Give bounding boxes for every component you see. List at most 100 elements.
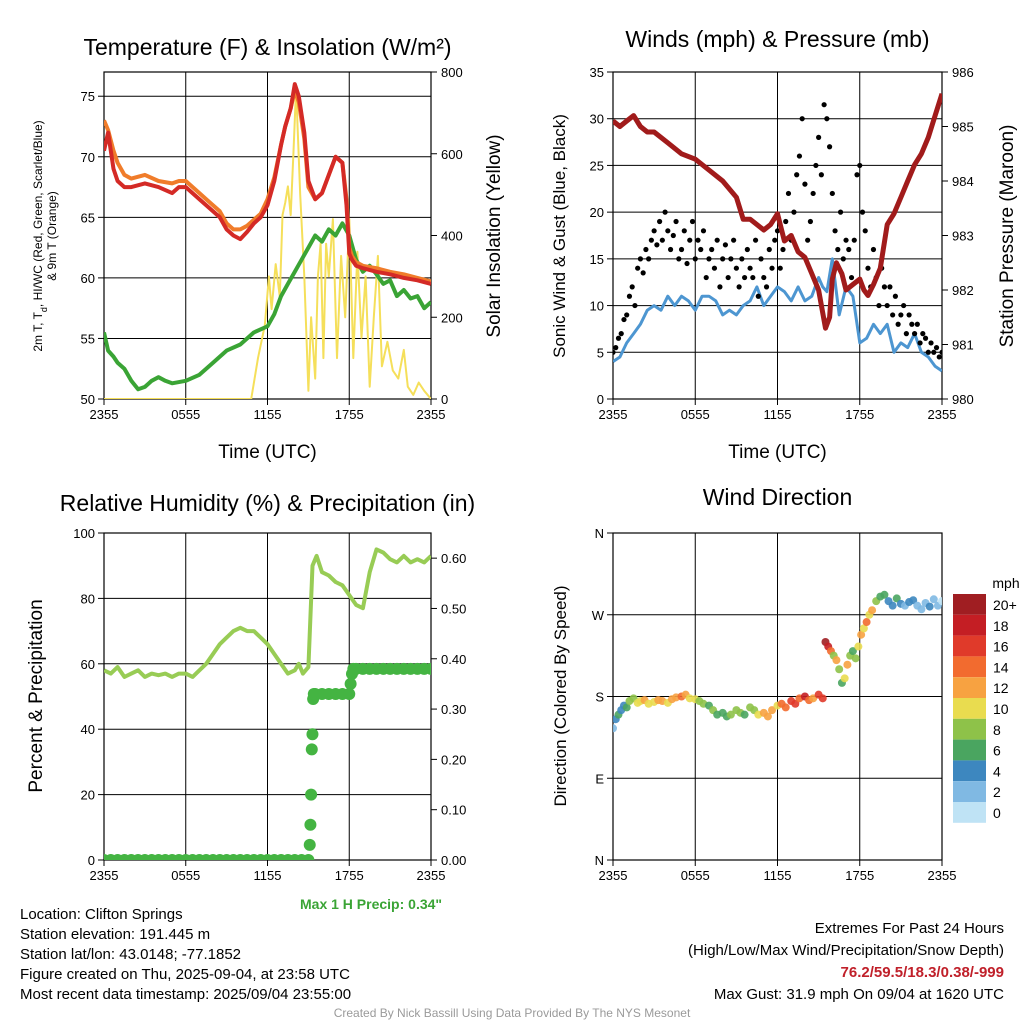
data-point bbox=[717, 284, 723, 290]
data-point bbox=[769, 265, 775, 271]
colorbar-label: 0 bbox=[993, 805, 1001, 821]
y-right-tick-label: 400 bbox=[441, 229, 463, 244]
data-point bbox=[901, 302, 907, 309]
data-point bbox=[654, 242, 660, 248]
data-point bbox=[925, 602, 934, 611]
x-tick-label: 2355 bbox=[90, 407, 119, 422]
data-point bbox=[698, 246, 704, 253]
data-point bbox=[887, 284, 893, 290]
y-tick-label: 5 bbox=[597, 345, 604, 360]
data-point bbox=[728, 256, 734, 262]
y-right-tick-label: 0.10 bbox=[441, 803, 466, 818]
data-point bbox=[305, 788, 318, 801]
series-line bbox=[104, 87, 431, 399]
data-point bbox=[752, 237, 759, 243]
x-tick-label: 1755 bbox=[335, 407, 364, 422]
latlon-text: Station lat/lon: 43.0148; -77.1852 bbox=[20, 946, 242, 963]
data-point bbox=[865, 265, 871, 271]
y-right-tick-label: 800 bbox=[441, 65, 463, 80]
data-point bbox=[646, 256, 652, 262]
data-point bbox=[816, 134, 822, 140]
y-right-tick-label: 600 bbox=[441, 147, 463, 162]
data-point bbox=[706, 256, 712, 262]
data-point bbox=[929, 595, 938, 604]
plot-frame bbox=[612, 532, 943, 861]
data-point bbox=[810, 190, 816, 197]
colorbar-label: 18 bbox=[993, 618, 1009, 634]
data-point bbox=[637, 256, 644, 262]
y-tick-label: 10 bbox=[590, 299, 604, 314]
colorbar-label: 2 bbox=[993, 784, 1001, 800]
x-axis-label: Time (UTC) bbox=[728, 442, 827, 463]
data-point bbox=[791, 209, 797, 215]
data-point bbox=[805, 237, 811, 243]
y-right-tick-label: 200 bbox=[441, 310, 463, 325]
data-point bbox=[306, 728, 319, 741]
data-point bbox=[925, 349, 931, 355]
data-point bbox=[884, 302, 890, 309]
y-axis-label: Percent & Precipitation bbox=[26, 599, 47, 792]
x-tick-label: 2355 bbox=[928, 407, 957, 422]
credit-text: Created By Nick Bassill Using Data Provi… bbox=[333, 1006, 691, 1020]
x-tick-label: 2355 bbox=[417, 407, 446, 422]
y-right-tick-label: 985 bbox=[952, 120, 974, 135]
data-point bbox=[747, 265, 753, 271]
x-tick-label: 2355 bbox=[90, 868, 119, 883]
data-point bbox=[911, 331, 918, 337]
data-point bbox=[344, 677, 357, 690]
extremes-title: Extremes For Past 24 Hours bbox=[814, 920, 1004, 937]
data-point bbox=[635, 265, 641, 271]
data-point bbox=[626, 293, 633, 299]
x-tick-label: 1755 bbox=[845, 868, 874, 883]
data-point bbox=[689, 218, 696, 225]
data-point bbox=[670, 232, 676, 239]
data-point bbox=[807, 218, 814, 225]
series-station-pressure bbox=[613, 93, 942, 331]
data-point bbox=[761, 274, 767, 281]
colorbar-label: 6 bbox=[993, 743, 1001, 759]
data-point bbox=[914, 321, 920, 327]
series-line bbox=[613, 257, 942, 373]
data-point bbox=[783, 218, 789, 225]
series-sonic-wind bbox=[613, 257, 942, 373]
y-right-tick-label: 0.00 bbox=[441, 853, 466, 868]
data-point bbox=[629, 284, 635, 290]
data-point bbox=[624, 312, 630, 318]
data-point bbox=[725, 274, 731, 281]
data-point bbox=[731, 237, 737, 243]
data-point bbox=[640, 270, 646, 276]
x-tick-label: 0555 bbox=[681, 407, 710, 422]
data-point bbox=[622, 703, 631, 712]
data-point bbox=[791, 699, 800, 708]
data-point bbox=[824, 116, 830, 122]
data-point bbox=[711, 265, 718, 271]
y-right-axis-label: Solar Insolation (Yellow) bbox=[484, 134, 505, 337]
data-point bbox=[938, 597, 942, 606]
data-point bbox=[657, 218, 663, 225]
x-tick-label: 0555 bbox=[171, 407, 200, 422]
y-tick-label: 50 bbox=[81, 392, 95, 407]
data-point bbox=[802, 181, 808, 187]
y-tick-label: N bbox=[595, 526, 604, 541]
data-point bbox=[780, 246, 786, 253]
y-tick-label: 70 bbox=[81, 150, 95, 165]
data-point bbox=[659, 237, 665, 243]
panel-title: Relative Humidity (%) & Precipitation (i… bbox=[60, 490, 475, 516]
extremes-values: 76.2/59.5/18.3/0.38/-999 bbox=[840, 964, 1004, 981]
data-point bbox=[835, 665, 844, 674]
y-tick-label: 40 bbox=[81, 722, 95, 737]
colorbar-label: 14 bbox=[993, 659, 1009, 675]
y-right-tick-label: 0.60 bbox=[441, 551, 466, 566]
data-point bbox=[343, 687, 356, 700]
data-point bbox=[870, 246, 877, 253]
data-point bbox=[843, 660, 852, 669]
data-point bbox=[818, 172, 824, 178]
series-line bbox=[104, 82, 431, 286]
data-point bbox=[777, 265, 783, 271]
recent-text: Most recent data timestamp: 2025/09/04 2… bbox=[20, 986, 352, 1003]
data-point bbox=[799, 116, 805, 122]
data-point bbox=[868, 606, 877, 615]
data-point bbox=[692, 256, 698, 262]
y-right-axis-label: Station Pressure (Maroon) bbox=[997, 125, 1018, 348]
